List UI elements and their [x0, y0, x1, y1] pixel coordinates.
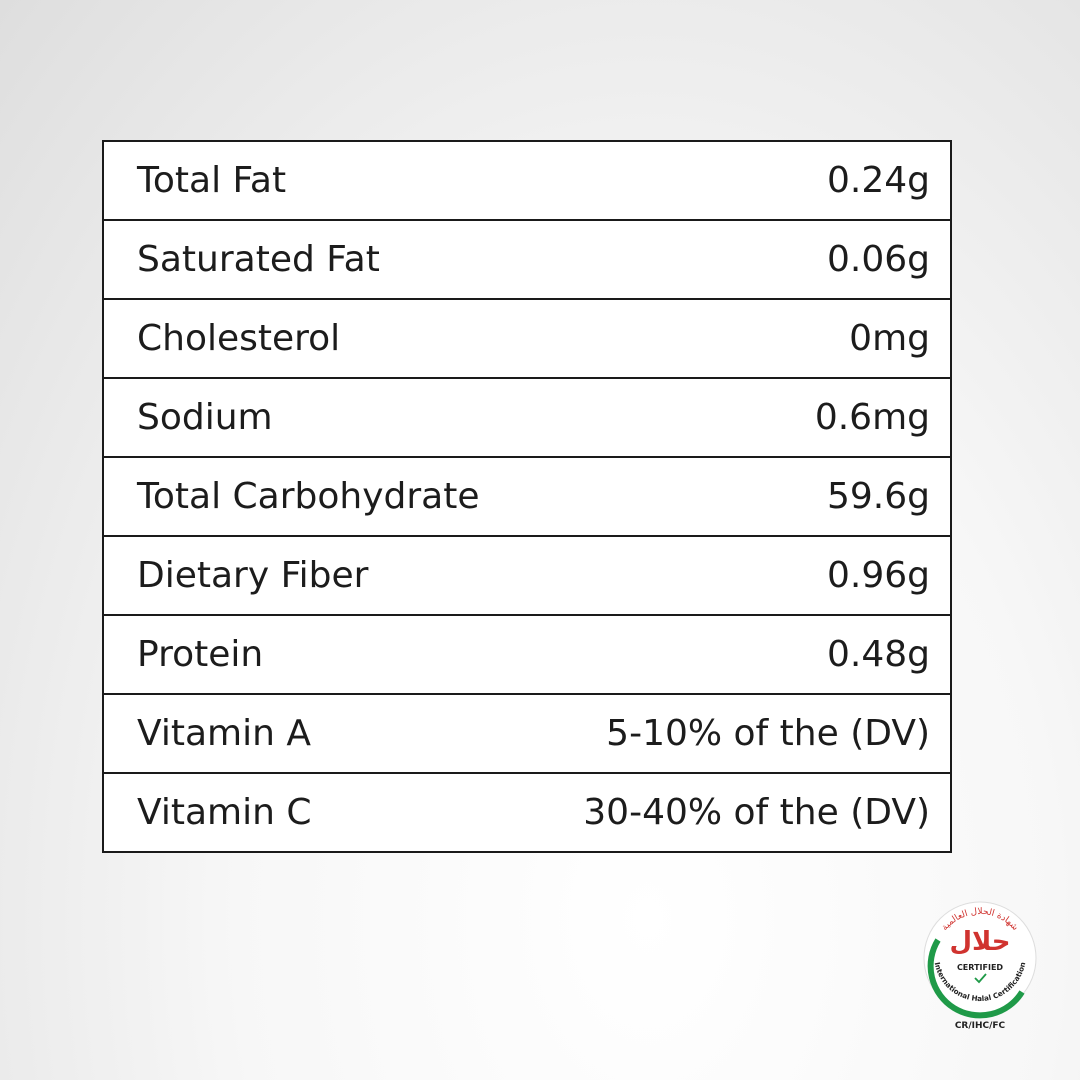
nutrient-value: 0.06g: [826, 239, 930, 280]
nutrient-name: Total Fat: [137, 160, 287, 201]
nutrient-value: 30-40% of the (DV): [583, 792, 930, 833]
table-row: Protein 0.48g: [104, 614, 950, 693]
nutrient-name: Vitamin C: [137, 792, 312, 833]
table-row: Total Fat 0.24g: [104, 142, 950, 219]
nutrient-value: 0mg: [849, 318, 930, 359]
nutrition-table: Total Fat 0.24g Saturated Fat 0.06g Choleste…: [102, 140, 952, 853]
table-row: Vitamin A 5-10% of the (DV): [104, 693, 950, 772]
table-row: Cholesterol 0mg: [104, 298, 950, 377]
nutrient-name: Vitamin A: [137, 713, 311, 754]
nutrient-name: Cholesterol: [137, 318, 341, 359]
nutrient-value: 0.24g: [826, 160, 930, 201]
badge-arabic-word: حلال: [949, 927, 1010, 957]
nutrient-name: Protein: [137, 634, 264, 675]
check: [974, 973, 987, 984]
nutrient-name: Dietary Fiber: [137, 555, 369, 596]
nutrient-name: Sodium: [137, 397, 273, 438]
nutrient-value: 0.48g: [826, 634, 930, 675]
nutrient-name: Saturated Fat: [137, 239, 380, 280]
table-row: Sodium 0.6mg: [104, 377, 950, 456]
table-row: Vitamin C 30-40% of the (DV): [104, 772, 950, 851]
table-row: Dietary Fiber 0.96g: [104, 535, 950, 614]
halal-badge: شهادة الحلال العالمية حلال CERTIFIED Int…: [923, 901, 1037, 1031]
badge-code: CR/IHC/FC: [955, 1021, 1006, 1031]
table-row: Saturated Fat 0.06g: [104, 219, 950, 298]
nutrient-value: 0.6mg: [814, 397, 930, 438]
nutrient-value: 5-10% of the (DV): [606, 713, 930, 754]
badge-certified: CERTIFIED: [957, 963, 1003, 972]
nutrient-name: Total Carbohydrate: [137, 476, 480, 517]
badge-arc: [927, 938, 1025, 1019]
nutrient-value: 0.96g: [826, 555, 930, 596]
nutrient-value: 59.6g: [826, 476, 930, 517]
table-row: Total Carbohydrate 59.6g: [104, 456, 950, 535]
